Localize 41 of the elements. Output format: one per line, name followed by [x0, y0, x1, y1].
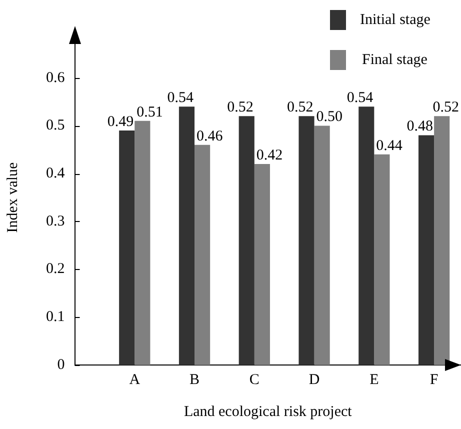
bar — [194, 144, 210, 365]
x-tick-label: B — [190, 372, 200, 388]
legend-label: Final stage — [362, 52, 428, 68]
x-tick-label: E — [370, 372, 379, 388]
bar — [314, 126, 330, 365]
data-label: 0.54 — [346, 90, 374, 106]
bar — [298, 116, 314, 365]
y-tick-label: 0.6 — [46, 70, 66, 86]
x-axis-title: Land ecological risk project — [184, 404, 353, 420]
y-tick-label: 0.5 — [46, 118, 65, 134]
bar — [374, 154, 390, 365]
y-tick-label: 0.4 — [46, 166, 66, 182]
data-label: 0.44 — [376, 138, 403, 154]
data-label: 0.51 — [136, 104, 163, 120]
bar — [134, 120, 150, 365]
data-label: 0.42 — [256, 147, 283, 164]
x-tick-label: C — [249, 372, 260, 388]
data-label: 0.49 — [107, 114, 134, 130]
data-label: 0.52 — [432, 100, 459, 116]
y-tick-label: 0 — [57, 356, 65, 373]
data-label: 0.48 — [406, 118, 434, 135]
bar — [358, 106, 374, 365]
bar — [119, 130, 135, 365]
x-tick-label: D — [308, 372, 320, 388]
x-tick-label: A — [129, 372, 140, 388]
data-label: 0.54 — [167, 90, 194, 106]
bar — [178, 106, 195, 365]
y-axis-title: Index value — [4, 162, 21, 233]
y-tick-label: 0.2 — [46, 261, 65, 278]
bar — [254, 164, 270, 365]
bar — [238, 116, 254, 365]
data-label: 0.52 — [287, 100, 314, 116]
x-tick-label: F — [430, 372, 438, 388]
legend-label: Initial stage — [360, 12, 431, 28]
bar — [434, 116, 450, 365]
bar — [418, 135, 434, 365]
data-label: 0.46 — [196, 128, 224, 144]
y-tick-label: 0.3 — [46, 213, 65, 230]
y-tick-label: 0.1 — [46, 309, 65, 326]
data-label: 0.50 — [316, 109, 343, 126]
data-label: 0.52 — [227, 100, 254, 116]
